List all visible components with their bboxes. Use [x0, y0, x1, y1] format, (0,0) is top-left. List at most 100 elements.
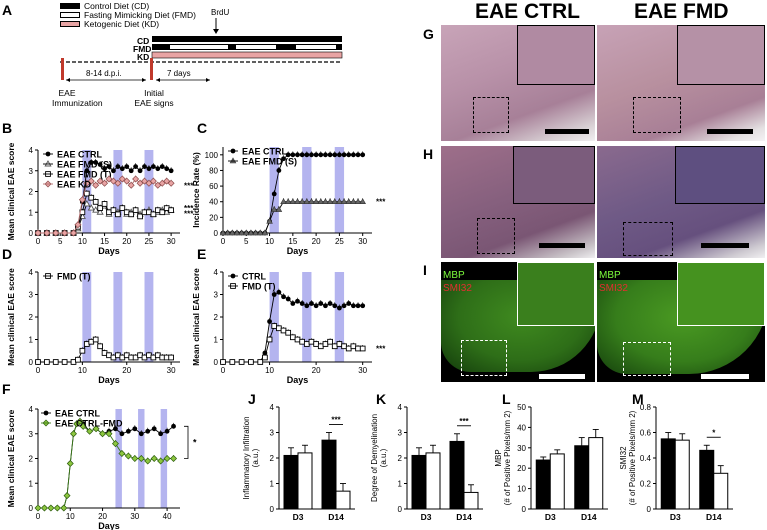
x-tick-label: 20	[312, 366, 321, 375]
data-point	[124, 452, 132, 460]
data-point	[66, 459, 74, 467]
data-point	[127, 181, 135, 189]
x-tick-label: 25	[144, 237, 153, 246]
data-point	[61, 229, 69, 237]
data-point	[285, 152, 291, 158]
data-point	[289, 334, 296, 341]
data-point	[308, 338, 315, 345]
y-tick-label: 4	[214, 268, 219, 277]
x-tick-label: 0	[36, 237, 41, 246]
x-axis-label: Days	[98, 246, 120, 256]
y-tick-label: 0	[214, 358, 219, 367]
y-tick-label: 1	[29, 208, 34, 217]
fmd-cycle-band	[269, 272, 279, 362]
x-tick-label: 40	[163, 512, 172, 521]
legend-swatch-fmd	[60, 12, 80, 18]
histology-h-fmd	[597, 146, 765, 258]
data-point	[341, 303, 347, 309]
bar	[449, 440, 465, 510]
x-category-label: D3	[545, 512, 556, 522]
y-axis-label: Mean clinical EAE score	[6, 142, 16, 240]
data-point	[171, 423, 176, 429]
data-point	[124, 164, 130, 170]
data-point	[92, 206, 100, 213]
data-point	[309, 152, 314, 158]
x-tick-label: 0	[221, 237, 226, 246]
data-point	[79, 422, 87, 430]
days7-label: 7 days	[167, 69, 191, 78]
y-tick-label: 10	[517, 485, 526, 494]
data-point	[313, 152, 319, 158]
data-point	[158, 179, 166, 187]
data-point	[312, 198, 320, 205]
data-point	[355, 303, 361, 309]
data-point	[327, 152, 333, 158]
data-point	[118, 175, 126, 183]
data-point	[150, 455, 158, 462]
x-tick-label: 30	[167, 237, 176, 246]
y-tick-label: 80	[209, 166, 218, 175]
x-tick-label: 10	[78, 366, 87, 375]
data-point	[154, 181, 162, 189]
y-tick-label: 1	[29, 336, 34, 345]
scalebar-i-fmd	[701, 374, 749, 379]
data-point	[102, 166, 107, 172]
data-point	[322, 198, 329, 205]
data-point	[97, 343, 103, 350]
data-point	[284, 198, 292, 205]
legend-label: FMD (T)	[57, 272, 91, 282]
x-tick-label: 0	[36, 366, 41, 375]
legend-swatch-kd	[60, 21, 80, 27]
data-point	[313, 341, 319, 347]
x-category-label: D14	[581, 512, 597, 522]
data-point	[144, 457, 152, 465]
bar	[425, 452, 441, 510]
inset-h-ctrl	[513, 146, 595, 204]
data-point	[299, 338, 306, 345]
data-point	[132, 207, 139, 214]
legend-label: EAE FMD (T)	[57, 170, 112, 180]
data-point	[294, 336, 301, 343]
data-point	[61, 359, 68, 365]
data-point	[276, 289, 282, 295]
y-tick-label: 0	[29, 229, 34, 238]
data-point	[276, 325, 282, 332]
fmd-cycle-band	[82, 272, 92, 362]
y-tick-label: 1	[29, 479, 34, 488]
data-point	[52, 359, 59, 365]
legend-label-kd: Ketogenic Diet (KD)	[84, 19, 160, 29]
y-tick-label: 20	[209, 213, 218, 222]
x-tick-label: 15	[288, 237, 297, 246]
data-point	[299, 301, 305, 306]
y-tick-label: 1	[398, 480, 403, 489]
x-tick-label: 20	[122, 237, 131, 246]
data-point	[115, 164, 121, 170]
data-point	[119, 205, 126, 211]
x-tick-label: 0	[221, 366, 226, 375]
data-point	[336, 198, 343, 205]
data-point	[109, 177, 117, 185]
data-point	[341, 343, 347, 350]
x-category-label: D14	[456, 512, 472, 522]
data-point	[238, 229, 245, 236]
significance-marker: ***	[184, 209, 194, 218]
chart-m: 0 0.2 0.4 0.6 0.8 SMI32 (# of Positive Pixels/…	[619, 403, 733, 522]
cd-bar	[152, 36, 342, 42]
x-tick-label: 0	[36, 512, 41, 521]
data-point	[289, 198, 297, 205]
fmd-cycle-3	[296, 45, 336, 49]
y-axis-label: Incidence Rate (%)	[191, 152, 201, 228]
data-point	[106, 164, 112, 170]
data-point	[360, 303, 366, 309]
data-point	[97, 205, 103, 211]
data-point	[74, 221, 82, 229]
data-point	[60, 504, 68, 512]
dashed-roi-g-fmd	[633, 97, 681, 133]
y-tick-label: 2	[270, 454, 275, 463]
row-label-kd: KD	[137, 52, 150, 62]
data-point	[150, 164, 156, 170]
inset-i-ctrl	[517, 262, 595, 326]
data-point	[52, 229, 60, 237]
panel-label-e: E	[197, 246, 207, 262]
legend-label: EAE CTRL	[242, 147, 288, 157]
